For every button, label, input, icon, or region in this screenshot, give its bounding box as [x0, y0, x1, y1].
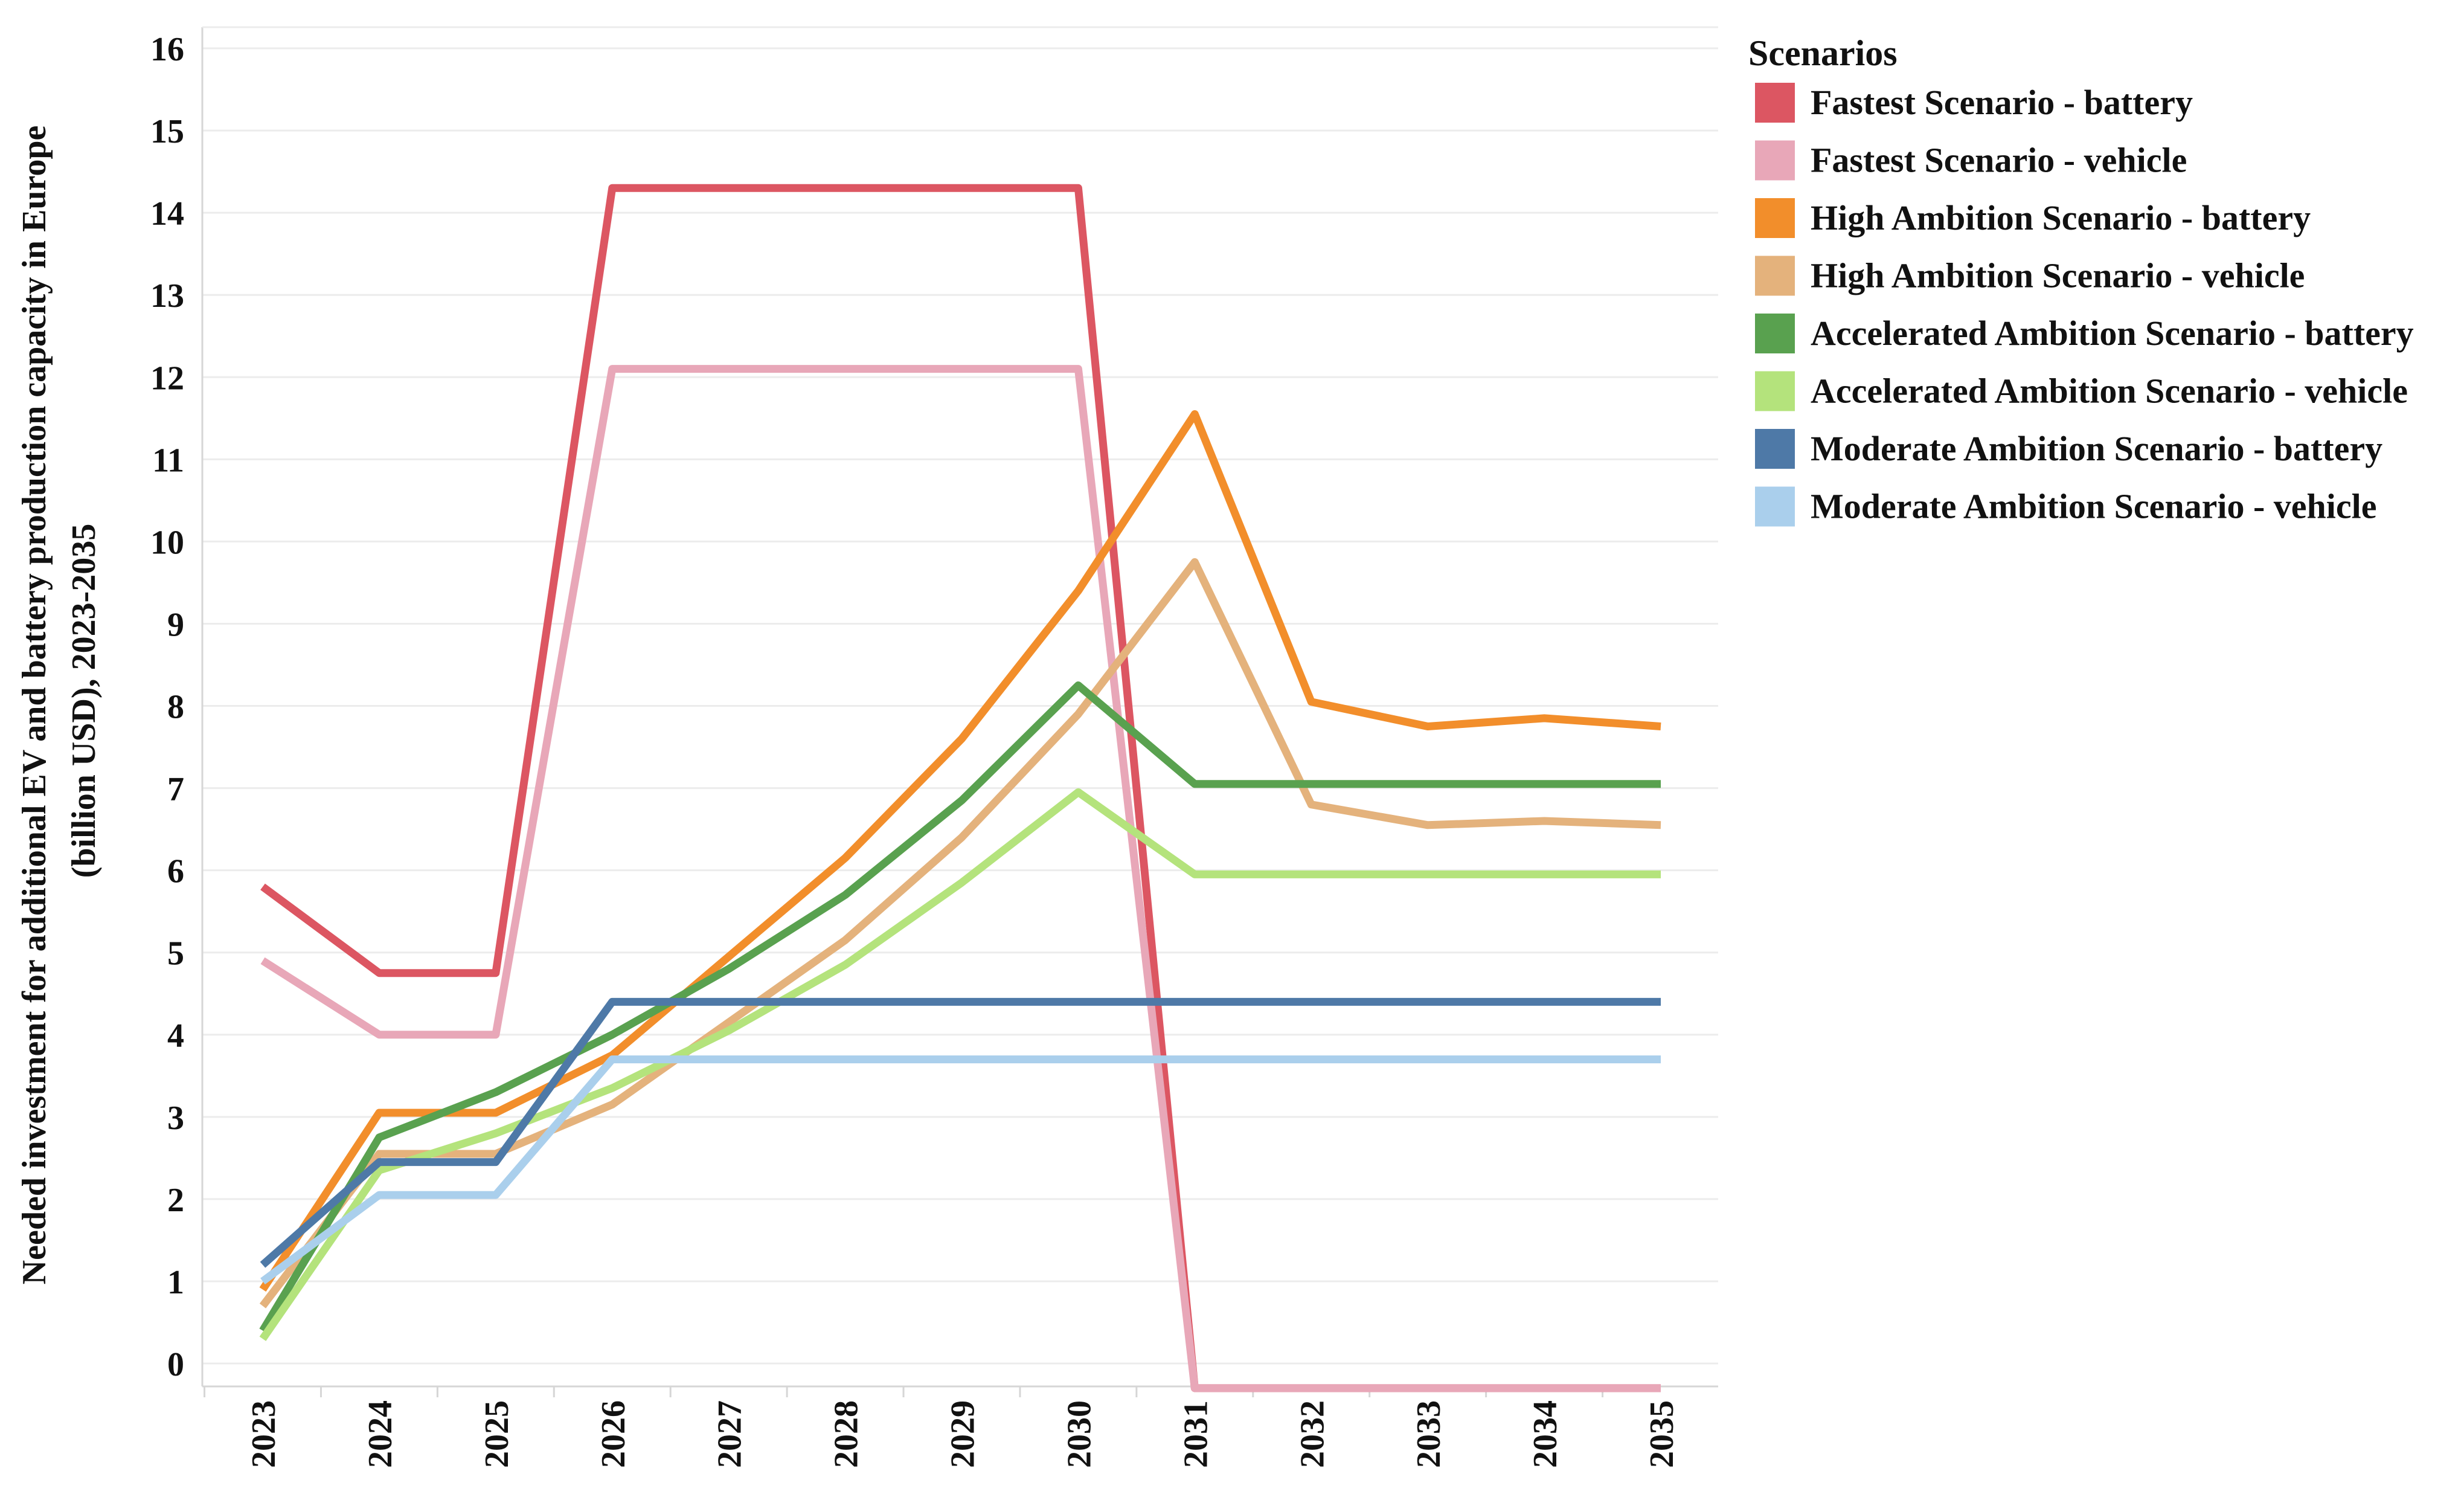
y-tick-label: 16: [150, 31, 184, 68]
legend-label: Fastest Scenario - vehicle: [1811, 141, 2187, 180]
y-tick-label: 13: [150, 277, 184, 315]
series-line-3: [259, 410, 1661, 1292]
y-tick-label: 7: [167, 771, 184, 808]
legend-swatch: [1755, 256, 1795, 296]
x-tick-label-2032: 2032: [1294, 1400, 1331, 1468]
series-line-6: [259, 788, 1661, 1341]
series-line-7: [260, 997, 1661, 1268]
x-tick-label-2034: 2034: [1527, 1400, 1564, 1468]
x-tick-label-2033: 2033: [1410, 1400, 1448, 1468]
series-line-5: [259, 681, 1661, 1333]
series-lines: [259, 184, 1661, 1392]
y-tick-label: 14: [150, 195, 184, 233]
x-tick-label-2031: 2031: [1177, 1400, 1214, 1468]
legend-label: Accelerated Ambition Scenario - vehicle: [1811, 372, 2408, 411]
legend-swatch: [1755, 198, 1795, 238]
y-axis-label-line-1: Needed investment for additional EV and …: [16, 126, 53, 1285]
legend-swatch: [1755, 371, 1795, 411]
x-tick-label-2026: 2026: [595, 1400, 632, 1468]
y-tick-label: 10: [150, 524, 184, 561]
y-axis-label: Needed investment for additional EV and …: [16, 117, 103, 1285]
y-tick-label: 6: [167, 853, 184, 890]
legend-label: High Ambition Scenario - vehicle: [1811, 256, 2305, 295]
y-tick-label: 5: [167, 935, 184, 973]
x-tick-label-2035: 2035: [1643, 1400, 1681, 1468]
legend-swatch: [1755, 429, 1795, 469]
x-tick-label-2027: 2027: [711, 1400, 749, 1468]
y-tick-label: 11: [152, 442, 184, 479]
y-tick-label: 1: [167, 1264, 184, 1301]
legend-label: Accelerated Ambition Scenario - battery: [1811, 314, 2414, 353]
y-tick-label: 9: [167, 606, 184, 643]
gridlines: [202, 47, 1718, 1365]
legend-label: Moderate Ambition Scenario - battery: [1811, 429, 2382, 468]
x-tick-label-2025: 2025: [478, 1400, 516, 1468]
legend-swatch: [1755, 314, 1795, 353]
legend-label: High Ambition Scenario - battery: [1811, 198, 2311, 237]
x-tick-label-2028: 2028: [828, 1400, 865, 1468]
y-tick-label: 3: [167, 1099, 184, 1137]
legend-swatch: [1755, 140, 1795, 181]
y-tick-label: 2: [167, 1182, 184, 1219]
x-tick-label-2030: 2030: [1060, 1400, 1098, 1468]
series-line-4: [259, 558, 1661, 1308]
legend-swatch: [1755, 486, 1795, 527]
legend-title: Scenarios: [1748, 33, 1898, 73]
x-tick-labels: 2023 2024 2025 2026 2027 2028 2029 2030 2031 2032…: [245, 1400, 1681, 1468]
y-axis-label-line-2: (billion USD), 2023-2035: [65, 524, 103, 878]
x-tick-label-2024: 2024: [362, 1400, 399, 1468]
legend-label: Fastest Scenario - battery: [1811, 83, 2193, 122]
y-tick-label: 0: [167, 1346, 184, 1383]
x-tick-label-2029: 2029: [945, 1400, 982, 1468]
legend-label: Moderate Ambition Scenario - vehicle: [1811, 487, 2377, 526]
series-line-2: [260, 365, 1661, 1392]
x-tick-label-2023: 2023: [245, 1400, 283, 1468]
y-tick-label: 15: [150, 113, 184, 150]
legend: Scenarios Fastest Scenario - battery Fast…: [1748, 33, 2414, 527]
series-line-8: [260, 1055, 1661, 1285]
y-tick-label: 8: [167, 689, 184, 726]
y-tick-label: 4: [167, 1017, 184, 1055]
legend-swatch: [1755, 83, 1795, 123]
y-tick-label: 12: [150, 359, 184, 397]
